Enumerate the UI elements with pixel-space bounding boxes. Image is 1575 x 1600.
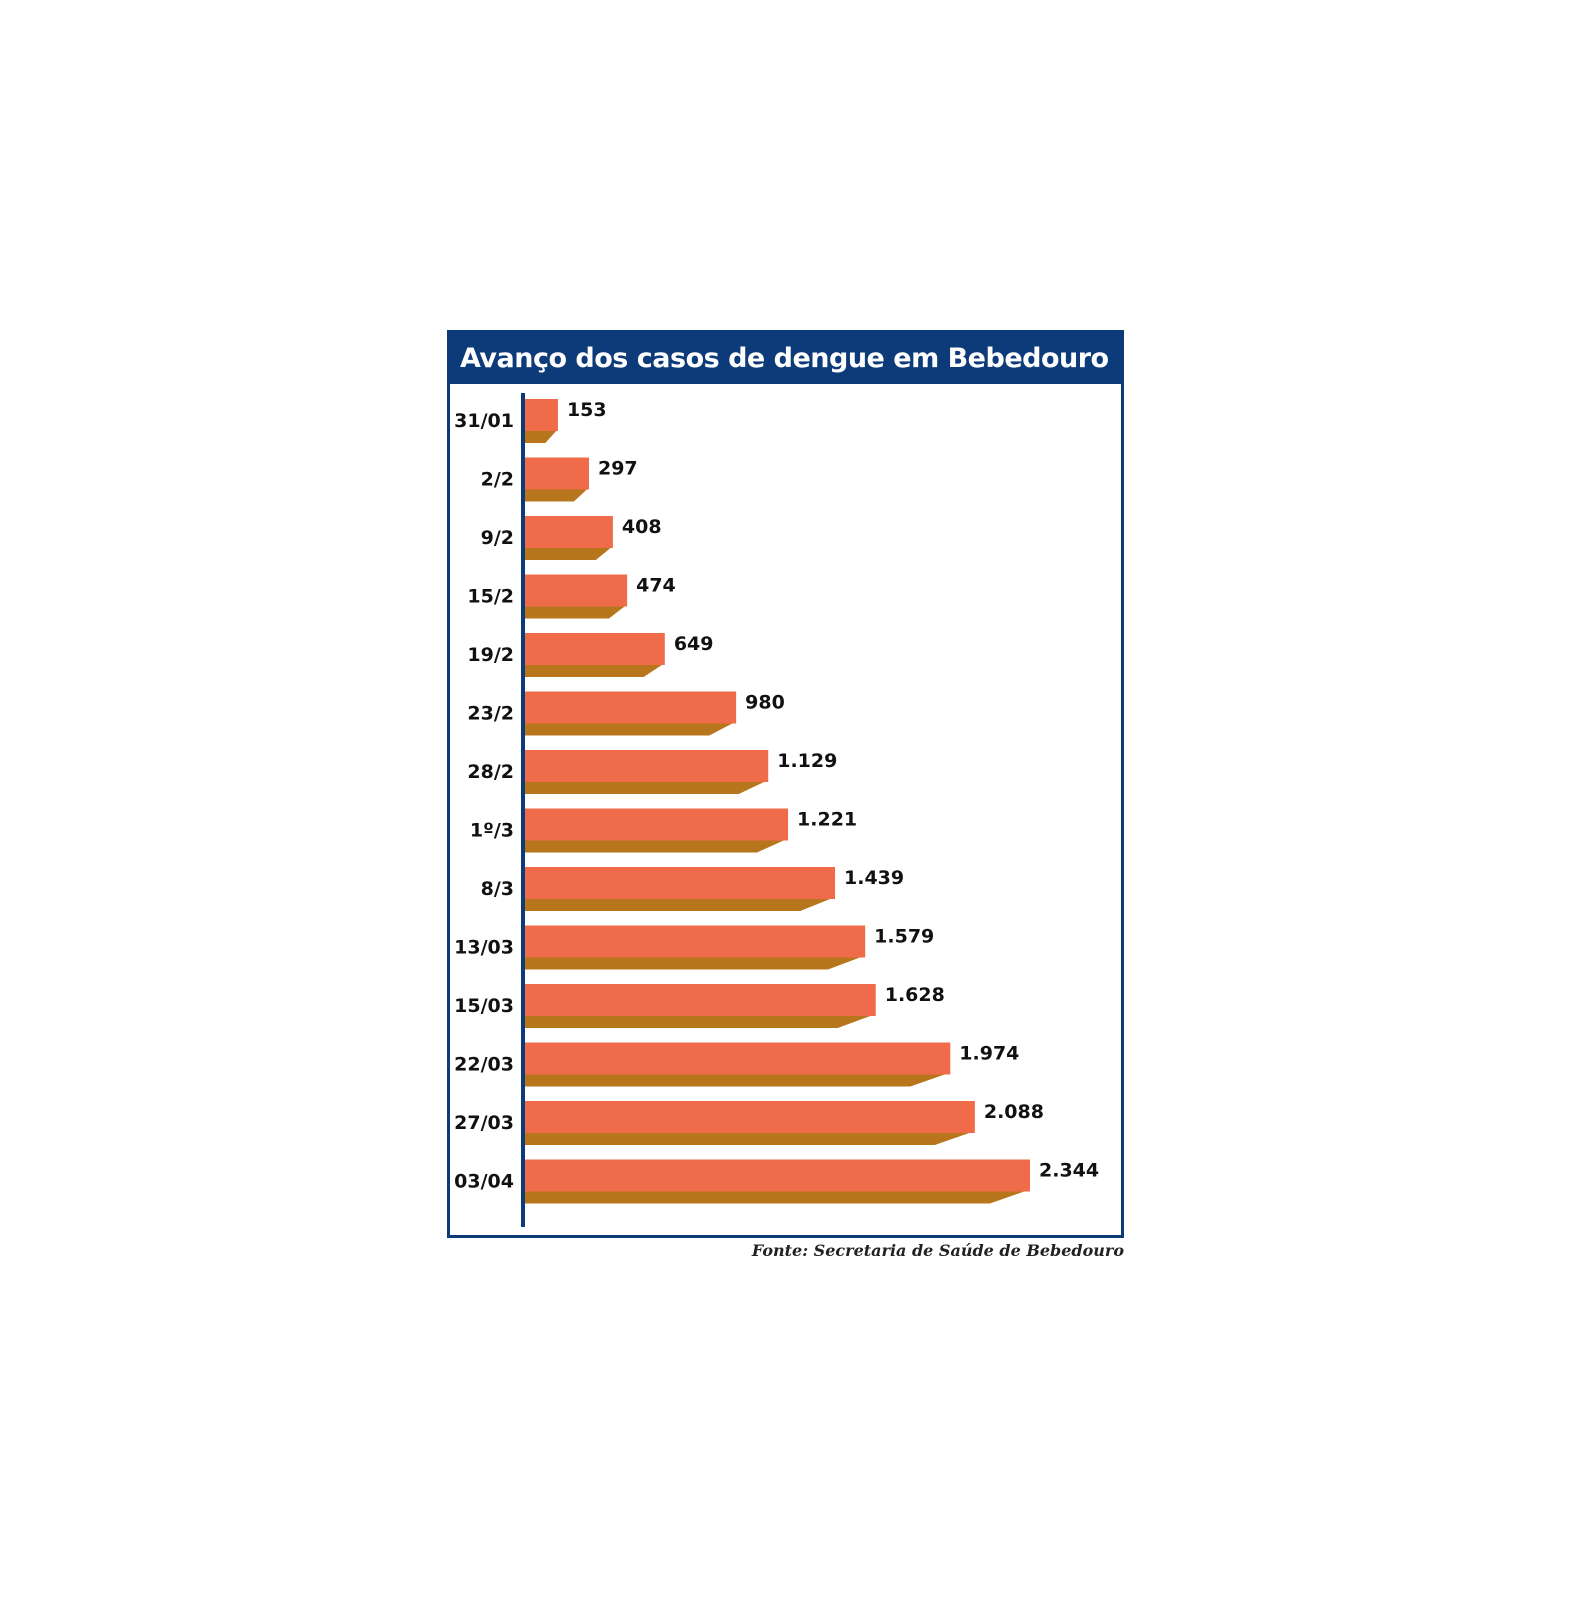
category-label-3: 15/2: [467, 586, 514, 608]
category-label-6: 28/2: [467, 761, 514, 783]
bar-shadow-5: [525, 721, 737, 736]
bar-11: [525, 1042, 951, 1075]
value-label-13: 2.344: [1039, 1160, 1099, 1182]
bar-shadow-13: [525, 1189, 1030, 1204]
bar-9: [525, 925, 866, 958]
bar-shadow-12: [525, 1131, 975, 1145]
bar-3: [525, 574, 628, 607]
bar-4: [525, 633, 665, 665]
value-label-1: 297: [598, 458, 638, 480]
bar-shadow-3: [525, 604, 628, 619]
chart-frame: Avanço dos casos de dengue em Bebedouro …: [447, 330, 1124, 1238]
bar-1: [525, 457, 589, 490]
bar-series: 153 31/01 297 2/2 408 9/2 474 15/2 649 19/2 980 23/…: [454, 399, 1099, 1204]
category-label-2: 9/2: [481, 527, 514, 549]
value-label-3: 474: [636, 575, 676, 597]
value-label-10: 1.628: [885, 984, 945, 1006]
bar-12: [525, 1101, 975, 1133]
bar-shadow-1: [525, 487, 589, 502]
category-label-11: 22/03: [454, 1054, 514, 1076]
category-label-10: 15/03: [454, 995, 514, 1017]
category-label-5: 23/2: [467, 703, 514, 725]
bar-shadow-6: [525, 780, 769, 794]
category-label-12: 27/03: [454, 1112, 514, 1134]
value-label-0: 153: [567, 399, 607, 421]
bar-shadow-4: [525, 663, 665, 677]
value-label-2: 408: [622, 516, 662, 538]
bar-shadow-2: [525, 546, 613, 560]
bar-shadow-9: [525, 955, 866, 970]
value-label-5: 980: [745, 692, 785, 714]
bar-shadow-11: [525, 1072, 951, 1087]
bar-5: [525, 691, 737, 724]
value-label-9: 1.579: [874, 926, 934, 948]
category-label-0: 31/01: [454, 410, 514, 432]
bar-10: [525, 984, 876, 1016]
bar-6: [525, 750, 769, 782]
value-label-11: 1.974: [959, 1043, 1019, 1065]
value-label-8: 1.439: [844, 867, 904, 889]
source-note: Fonte: Secretaria de Saúde de Bebedouro: [751, 1241, 1124, 1260]
bar-0: [525, 399, 558, 431]
value-label-7: 1.221: [797, 809, 857, 831]
bar-chart-plot: 153 31/01 297 2/2 408 9/2 474 15/2 649 19/2 980 23/…: [454, 393, 1099, 1227]
chart-title: Avanço dos casos de dengue em Bebedouro: [450, 333, 1121, 384]
value-label-12: 2.088: [984, 1101, 1044, 1123]
bar-shadow-7: [525, 838, 789, 853]
category-label-4: 19/2: [467, 644, 514, 666]
bar-shadow-0: [525, 429, 558, 443]
value-label-4: 649: [674, 633, 714, 655]
bar-2: [525, 516, 613, 548]
bar-shadow-10: [525, 1014, 876, 1028]
value-label-6: 1.129: [777, 750, 837, 772]
bar-shadow-8: [525, 897, 836, 911]
bar-8: [525, 867, 836, 899]
category-label-13: 03/04: [454, 1171, 514, 1193]
bar-7: [525, 808, 789, 841]
category-label-9: 13/03: [454, 937, 514, 959]
category-label-7: 1º/3: [470, 820, 514, 842]
category-label-8: 8/3: [481, 878, 514, 900]
category-label-1: 2/2: [481, 469, 514, 491]
bar-13: [525, 1159, 1030, 1192]
